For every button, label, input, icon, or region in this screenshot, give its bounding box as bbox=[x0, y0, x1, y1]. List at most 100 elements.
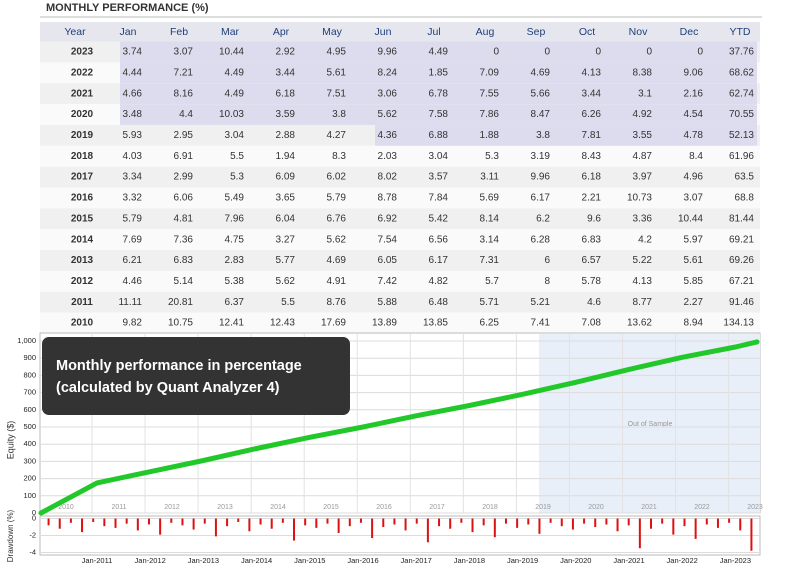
year-cell: 2021 bbox=[71, 88, 94, 99]
value-cell: 3.06 bbox=[378, 88, 398, 99]
period-label: 2023 bbox=[747, 504, 763, 511]
drawdown-bar bbox=[304, 518, 307, 526]
value-cell: 3.65 bbox=[276, 193, 296, 204]
drawdown-bar bbox=[694, 518, 697, 539]
drawdown-bar bbox=[739, 518, 742, 531]
x-tick-label: Jan-2019 bbox=[507, 556, 538, 565]
value-cell: 6.83 bbox=[174, 255, 194, 266]
value-cell: 4.91 bbox=[327, 276, 347, 287]
row-bg bbox=[40, 229, 760, 251]
value-cell: 8.14 bbox=[480, 213, 500, 224]
value-cell: 5.5 bbox=[281, 297, 295, 308]
value-cell: 8.77 bbox=[633, 297, 653, 308]
row-highlight bbox=[120, 83, 757, 105]
drawdown-bar bbox=[326, 518, 329, 524]
value-cell: 2.88 bbox=[276, 130, 296, 141]
drawdown-bar bbox=[337, 518, 340, 533]
value-cell: 6.48 bbox=[429, 297, 449, 308]
value-cell: 7.81 bbox=[582, 130, 602, 141]
value-cell: 7.58 bbox=[429, 109, 449, 120]
value-cell: 4.78 bbox=[684, 130, 704, 141]
x-tick-label: Jan-2018 bbox=[454, 556, 485, 565]
value-cell: 4.27 bbox=[327, 130, 347, 141]
period-label: 2012 bbox=[164, 504, 180, 511]
y-tick-label: 0 bbox=[32, 508, 36, 517]
value-cell: 5.62 bbox=[276, 276, 296, 287]
period-label: 2015 bbox=[323, 504, 339, 511]
value-cell: 4.44 bbox=[123, 67, 143, 78]
value-cell: 6.28 bbox=[531, 234, 551, 245]
value-cell: 6.06 bbox=[174, 193, 194, 204]
year-cell: 2013 bbox=[71, 255, 94, 266]
x-tick-label: Jan-2017 bbox=[401, 556, 432, 565]
value-cell: 7.08 bbox=[582, 318, 602, 329]
value-cell: 7.09 bbox=[480, 67, 500, 78]
drawdown-bar bbox=[192, 518, 195, 530]
column-header: Dec bbox=[680, 26, 699, 38]
value-cell: 4.13 bbox=[633, 276, 653, 287]
value-cell: 8.76 bbox=[327, 297, 347, 308]
value-cell: 4.6 bbox=[587, 297, 601, 308]
y-tick-label: 400 bbox=[23, 439, 36, 448]
x-tick-label: Jan-2015 bbox=[294, 556, 325, 565]
value-cell: 3.44 bbox=[276, 67, 296, 78]
value-cell: 6.76 bbox=[327, 213, 347, 224]
value-cell: 67.21 bbox=[729, 276, 754, 287]
value-cell: 4.87 bbox=[633, 151, 653, 162]
value-cell: 20.81 bbox=[168, 297, 193, 308]
drawdown-bar bbox=[226, 518, 229, 527]
value-cell: 4.03 bbox=[123, 151, 143, 162]
drawdown-bar bbox=[315, 518, 318, 528]
year-cell: 2016 bbox=[71, 193, 94, 204]
value-cell: 5.62 bbox=[327, 234, 347, 245]
value-cell: 134.13 bbox=[723, 318, 754, 329]
drawdown-bar bbox=[359, 518, 362, 523]
value-cell: 37.76 bbox=[729, 47, 754, 58]
value-cell: 3.44 bbox=[582, 88, 602, 99]
y-tick-label: 500 bbox=[23, 422, 36, 431]
drawdown-bar bbox=[136, 518, 139, 531]
y-tick-label: 200 bbox=[23, 474, 36, 483]
value-cell: 7.41 bbox=[531, 318, 551, 329]
drawdown-bar bbox=[527, 518, 530, 525]
value-cell: 6.09 bbox=[276, 172, 296, 183]
value-cell: 7.69 bbox=[123, 234, 143, 245]
drawdown-bar bbox=[92, 518, 95, 522]
column-header: Mar bbox=[221, 26, 240, 38]
value-cell: 3.34 bbox=[123, 172, 143, 183]
value-cell: 7.84 bbox=[429, 193, 449, 204]
column-header: May bbox=[322, 26, 343, 38]
row-bg bbox=[40, 312, 760, 334]
value-cell: 69.26 bbox=[729, 255, 754, 266]
drawdown-bar bbox=[716, 518, 719, 528]
value-cell: 7.21 bbox=[174, 67, 194, 78]
x-tick-label: Jan-2016 bbox=[347, 556, 378, 565]
value-cell: 4.96 bbox=[684, 172, 704, 183]
value-cell: 4.69 bbox=[327, 255, 347, 266]
drawdown-chart: 0 -2 -4 Drawdown (%) Jan-2011 Jan-2012 Jan-201… bbox=[6, 509, 761, 565]
column-header: Sep bbox=[527, 26, 546, 38]
value-cell: 10.03 bbox=[219, 109, 244, 120]
value-cell: 5.69 bbox=[480, 193, 500, 204]
row-highlight bbox=[120, 104, 757, 125]
drawdown-bar bbox=[750, 518, 753, 551]
drawdown-bar bbox=[560, 518, 563, 527]
value-cell: 2.27 bbox=[684, 297, 704, 308]
value-cell: 8.78 bbox=[378, 193, 398, 204]
value-cell: 5.88 bbox=[378, 297, 398, 308]
value-cell: 63.5 bbox=[735, 172, 755, 183]
value-cell: 7.36 bbox=[174, 234, 194, 245]
value-cell: 5.78 bbox=[582, 276, 602, 287]
column-header: Jun bbox=[375, 26, 392, 38]
value-cell: 0 bbox=[646, 47, 652, 58]
value-cell: 5.66 bbox=[531, 88, 551, 99]
value-cell: 10.44 bbox=[678, 213, 703, 224]
drawdown-bar bbox=[571, 518, 574, 530]
value-cell: 6.18 bbox=[276, 88, 296, 99]
value-cell: 8.47 bbox=[531, 109, 551, 120]
drawdown-bar bbox=[214, 518, 217, 537]
value-cell: 3.11 bbox=[480, 172, 499, 183]
y-tick-label: 700 bbox=[23, 388, 36, 397]
y-tick-label: 600 bbox=[23, 405, 36, 414]
y-tick-label: 100 bbox=[23, 491, 36, 500]
